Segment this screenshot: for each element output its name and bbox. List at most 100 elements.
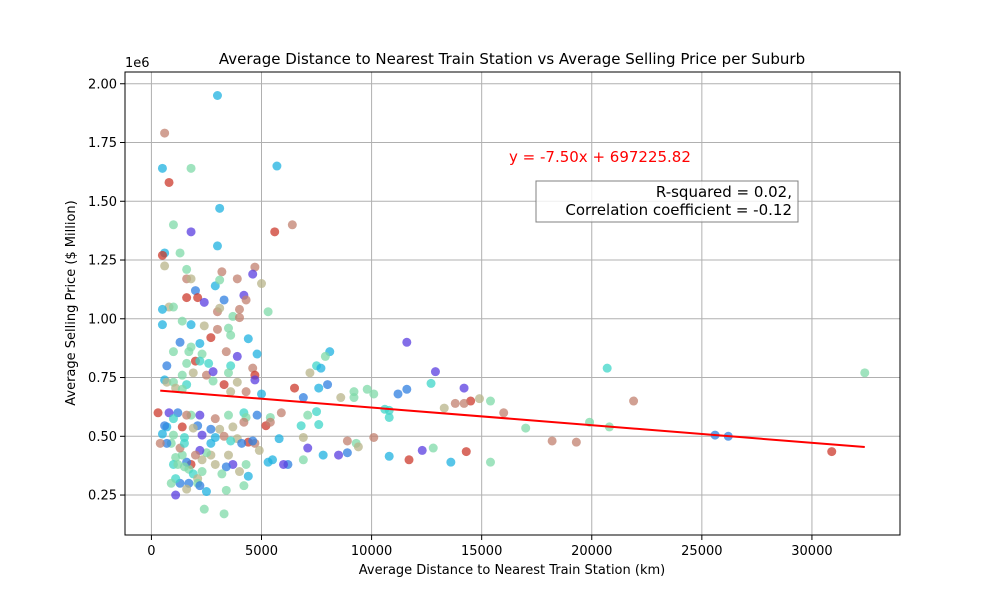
scatter-point	[226, 387, 236, 397]
scatter-point	[168, 220, 178, 230]
scatter-point	[157, 429, 167, 439]
scatter-point	[446, 457, 456, 467]
scatter-point	[369, 432, 379, 442]
scatter-point	[287, 220, 297, 230]
scatter-point	[296, 421, 306, 431]
scatter-point	[215, 424, 225, 434]
scatter-point	[215, 303, 225, 313]
scatter-point	[197, 349, 207, 359]
scatter-point	[204, 358, 214, 368]
scatter-point	[499, 408, 509, 418]
scatter-point	[305, 368, 315, 378]
scatter-point	[160, 261, 170, 271]
scatter-point	[195, 338, 205, 348]
scatter-point	[223, 323, 233, 333]
scatter-point	[219, 509, 229, 519]
scatter-point	[232, 274, 242, 284]
scatter-point	[153, 408, 163, 418]
y-tick-label: 0.25	[88, 489, 117, 504]
scatter-point	[219, 380, 229, 390]
scatter-point	[186, 163, 196, 173]
scatter-point	[197, 467, 207, 477]
scatter-point	[461, 447, 471, 457]
scatter-point	[318, 450, 328, 460]
scatter-point	[171, 452, 181, 462]
scatter-point	[234, 313, 244, 323]
scatter-point	[298, 393, 308, 403]
scatter-point	[571, 437, 581, 447]
scatter-point	[182, 293, 192, 303]
scatter-point	[226, 361, 236, 371]
y-tick-label: 1.25	[88, 254, 117, 269]
scatter-point	[199, 321, 209, 331]
scatter-point	[402, 337, 412, 347]
scatter-point	[210, 459, 220, 469]
scatter-point	[201, 487, 211, 497]
scatter-point	[162, 377, 172, 387]
scatter-point	[208, 367, 218, 377]
scatter-point	[177, 422, 187, 432]
scatter-point	[210, 414, 220, 424]
scatter-point	[272, 161, 282, 171]
scatter-point	[197, 430, 207, 440]
scatter-point	[248, 363, 258, 373]
x-tick-label: 20000	[571, 544, 612, 559]
scatter-point	[257, 389, 267, 399]
scatter-point	[384, 451, 394, 461]
scatter-point	[860, 368, 870, 378]
scatter-point	[182, 484, 192, 494]
y-tick-label: 1.50	[88, 195, 117, 210]
scatter-point	[182, 410, 192, 420]
scatter-point	[270, 227, 280, 237]
scatter-point	[243, 471, 253, 481]
scatter-point	[547, 436, 557, 446]
scatter-point	[342, 448, 352, 458]
scatter-point	[234, 304, 244, 314]
scatter-point	[252, 410, 262, 420]
scatter-point	[206, 424, 216, 434]
y-tick-label: 2.00	[88, 77, 117, 92]
scatter-point	[175, 248, 185, 258]
scatter-point	[474, 394, 484, 404]
scatter-point	[362, 384, 372, 394]
scatter-point	[197, 455, 207, 465]
y-tick-label: 0.75	[88, 371, 117, 386]
scatter-point	[186, 227, 196, 237]
scatter-point	[393, 389, 403, 399]
scatter-point	[430, 367, 440, 377]
scatter-point	[404, 455, 414, 465]
correlation-label: Correlation coefficient = -0.12	[565, 201, 792, 219]
scatter-point	[265, 417, 275, 427]
scatter-point	[175, 337, 185, 347]
scatter-point	[199, 504, 209, 514]
scatter-point	[250, 375, 260, 385]
scatter-point	[206, 333, 216, 343]
scatter-point	[250, 262, 260, 272]
scatter-point	[160, 128, 170, 138]
scatter-point	[323, 380, 333, 390]
chart-title: Average Distance to Nearest Train Statio…	[219, 50, 805, 68]
scatter-point	[212, 324, 222, 334]
scatter-point	[349, 393, 359, 403]
scatter-point	[241, 387, 251, 397]
r-squared-label: R-squared = 0.02,	[656, 183, 792, 201]
scatter-point	[316, 363, 326, 373]
y-tick-label: 1.75	[88, 136, 117, 151]
scatter-point	[353, 442, 363, 452]
scatter-point	[208, 376, 218, 386]
scatter-point	[279, 459, 289, 469]
scatter-point	[274, 434, 284, 444]
x-tick-label: 25000	[681, 544, 722, 559]
scatter-point	[184, 347, 194, 357]
scatter-point	[402, 384, 412, 394]
scatter-point	[193, 293, 203, 303]
y-axis-ticks: 0.25 0.50 0.75 1.00 1.25 1.50 1.75 2.00	[88, 77, 125, 504]
scatter-point	[168, 430, 178, 440]
scatter-point	[263, 307, 273, 317]
scatter-point	[179, 462, 189, 472]
scatter-point	[162, 361, 172, 371]
scatter-point	[168, 414, 178, 424]
scatter-point	[162, 438, 172, 448]
y-tick-label: 0.50	[88, 430, 117, 445]
